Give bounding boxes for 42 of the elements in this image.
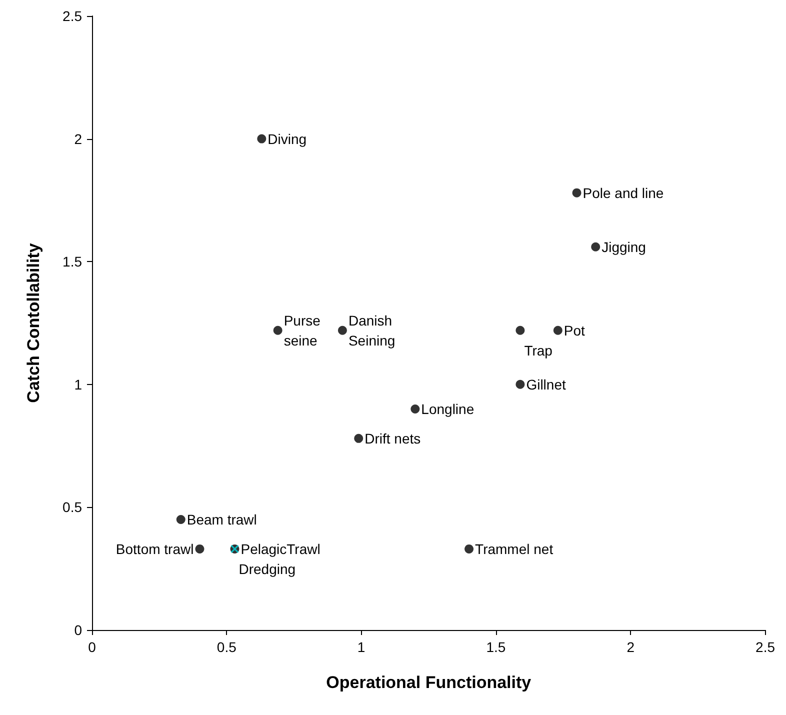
annotation: Dredging	[238, 560, 296, 577]
annotation: Drift nets	[364, 430, 421, 446]
y-tick-label: 2.5	[62, 8, 82, 24]
point	[338, 326, 347, 335]
y-tick-label: 1.5	[62, 254, 82, 270]
point	[516, 326, 525, 335]
annotation: PelagicTrawl	[240, 540, 320, 557]
annotation: Pot	[564, 322, 586, 338]
annotation: Trammel net	[475, 540, 554, 557]
point	[572, 188, 582, 198]
point	[464, 544, 474, 554]
point	[553, 326, 562, 335]
y-tick-label: 0.5	[62, 499, 82, 516]
annotation: Purse seine	[284, 312, 321, 348]
annotation: Gillnet	[526, 376, 566, 392]
x-tick-label: 0	[88, 639, 96, 655]
x-tick-label: 1	[357, 639, 366, 655]
annotation: Pole and line	[582, 184, 664, 201]
x-tick-label: 1.5	[486, 639, 506, 655]
point	[354, 434, 364, 443]
annotation: Jigging	[602, 238, 646, 255]
y-tick-label: 1	[74, 376, 82, 392]
y-tick-label: 0	[74, 622, 82, 638]
x-tick-label: 2	[626, 639, 635, 655]
point	[257, 134, 266, 144]
x-axis-title: Operational Functionality	[326, 673, 532, 692]
point	[516, 380, 525, 389]
annotation: Longline	[421, 400, 474, 417]
x-tick-label: 2.5	[756, 639, 776, 655]
point	[273, 326, 282, 335]
x-tick-label: 0.5	[216, 639, 237, 655]
annotation: Trap	[524, 342, 553, 358]
annotation: Diving	[268, 130, 307, 147]
point	[591, 242, 600, 252]
y-axis-title: Catch Contollability	[24, 242, 43, 403]
annotation: Bottom trawl	[116, 540, 194, 557]
annotation: Beam trawl	[186, 511, 257, 528]
point	[410, 404, 420, 414]
annotation: Danish Seining	[348, 312, 396, 348]
point	[176, 514, 186, 524]
point	[195, 544, 204, 554]
y-tick-label: 2	[74, 130, 82, 147]
